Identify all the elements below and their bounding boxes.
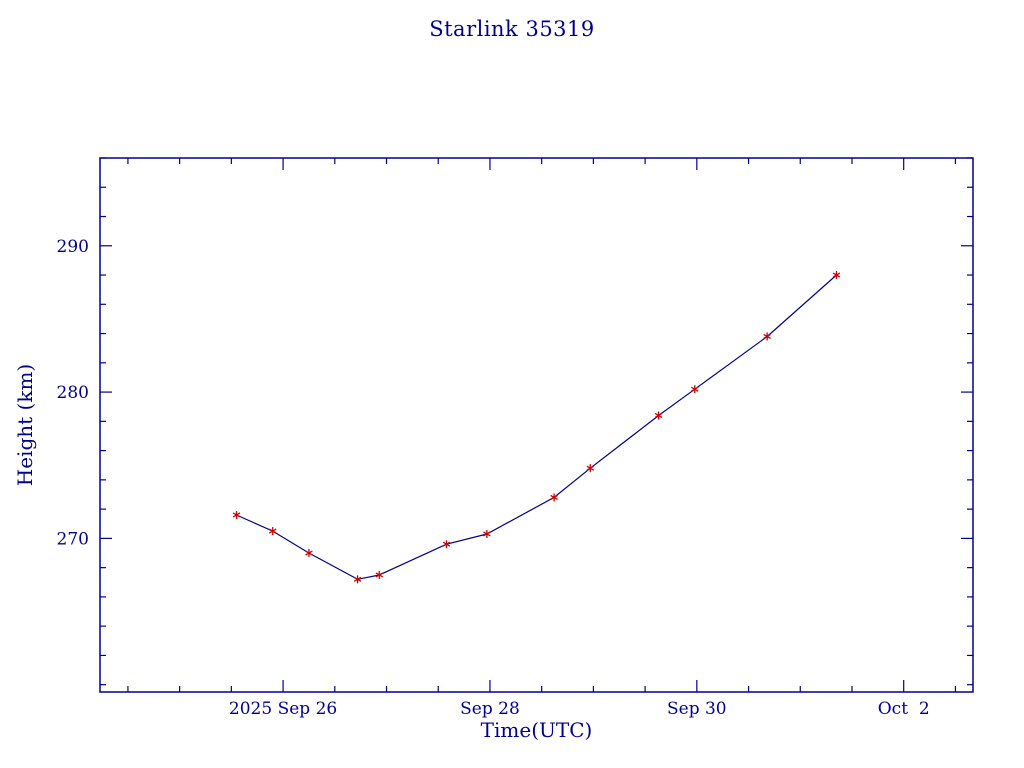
marker-stroke — [232, 512, 241, 518]
y-tick-label: 270 — [57, 529, 89, 549]
marker-stroke — [442, 541, 451, 547]
height-series-line — [236, 274, 837, 580]
marker-stroke — [375, 572, 384, 578]
x-axis-label: Time(UTC) — [480, 718, 593, 742]
x-tick-label: 2025 Sep 26 — [229, 699, 337, 719]
marker-stroke — [832, 272, 841, 278]
data-point-marker — [305, 549, 313, 558]
data-point-marker — [353, 575, 362, 584]
x-tick-label: Oct 2 — [878, 699, 930, 719]
data-point-marker — [232, 510, 241, 519]
marker-stroke — [654, 412, 663, 419]
marker-stroke — [763, 333, 771, 340]
marker-stroke — [586, 465, 595, 471]
y-axis-label: Height (km) — [13, 363, 37, 487]
data-point-marker — [375, 570, 384, 579]
plot-frame — [99, 157, 974, 693]
y-tick-label: 280 — [57, 383, 89, 403]
marker-stroke — [353, 576, 362, 582]
marker-stroke — [305, 550, 313, 556]
y-tick-label: 290 — [57, 237, 89, 257]
data-point-marker — [586, 464, 595, 473]
marker-stroke — [690, 386, 699, 392]
data-point-marker — [654, 411, 663, 420]
data-point-marker — [690, 385, 699, 394]
marker-stroke — [550, 494, 558, 500]
chart-title: Starlink 35319 — [429, 17, 595, 41]
data-point-marker — [763, 332, 771, 341]
marker-stroke — [483, 531, 491, 537]
data-point-marker — [550, 493, 558, 502]
data-point-marker — [442, 540, 451, 549]
data-point-marker — [832, 271, 841, 280]
data-point-marker — [268, 527, 277, 536]
data-point-marker — [483, 529, 491, 538]
marker-stroke — [268, 528, 277, 534]
x-tick-label: Sep 30 — [667, 699, 727, 719]
x-tick-label: Sep 28 — [460, 699, 520, 719]
